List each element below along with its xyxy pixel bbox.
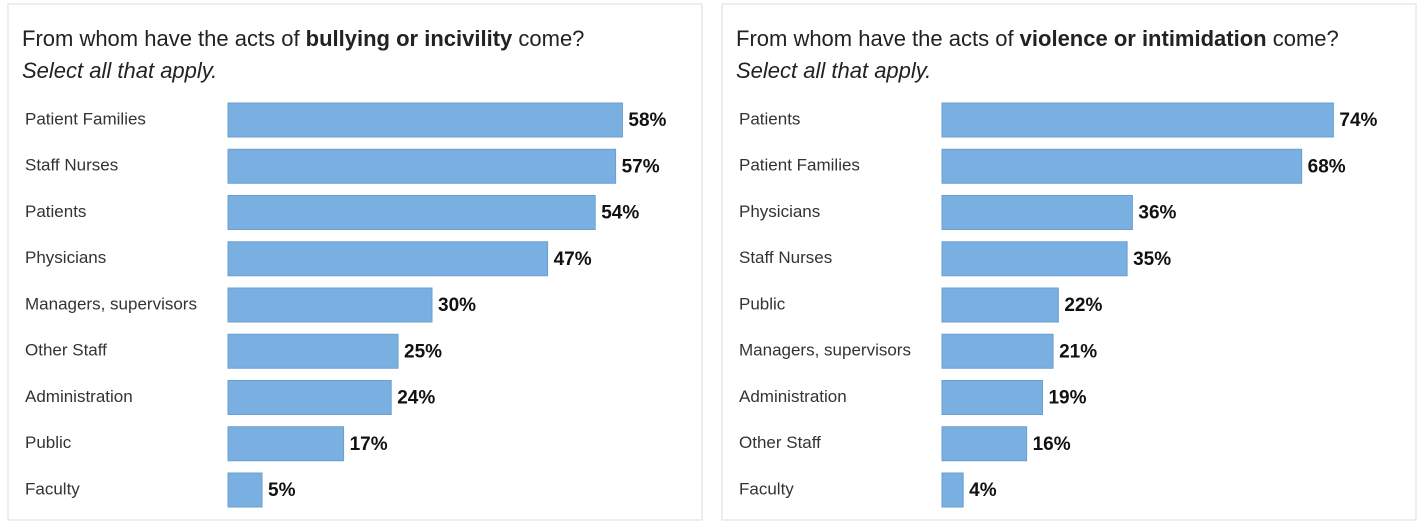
bar (227, 195, 596, 230)
bar (227, 472, 263, 508)
category-label: Patients (25, 202, 86, 221)
value-label: 16% (1033, 434, 1071, 455)
value-label: 19% (1048, 388, 1086, 409)
subtitle-text: Select all that apply. (22, 58, 217, 83)
bar (941, 380, 1043, 415)
bar (941, 333, 1054, 369)
bar (227, 333, 399, 369)
category-label: Patient Families (25, 109, 146, 128)
category-label: Patient Families (739, 156, 860, 175)
subtitle-text: Select all that apply. (736, 58, 931, 83)
chart-subtitle: Select all that apply. (736, 58, 931, 83)
bar (941, 102, 1334, 138)
value-label: 57% (622, 156, 660, 177)
bar (941, 472, 964, 508)
value-label: 4% (969, 480, 997, 501)
bar (941, 148, 1303, 184)
category-label: Faculty (739, 479, 794, 498)
category-label: Administration (739, 387, 847, 406)
bar (941, 241, 1128, 277)
title-part: bullying or incivility (306, 26, 513, 51)
bar (941, 195, 1133, 230)
bar (227, 287, 433, 323)
chart-title: From whom have the acts of bullying or i… (22, 26, 584, 51)
value-label: 74% (1339, 110, 1377, 131)
category-label: Administration (25, 387, 133, 406)
category-label: Public (25, 433, 72, 452)
title-part: From whom have the acts of (22, 26, 306, 51)
chart-subtitle: Select all that apply. (22, 58, 217, 83)
value-label: 5% (268, 480, 296, 501)
category-label: Managers, supervisors (25, 294, 197, 313)
value-label: 17% (350, 434, 388, 455)
value-label: 68% (1308, 156, 1346, 177)
value-label: 47% (554, 249, 592, 270)
bar (941, 426, 1028, 462)
value-label: 58% (628, 110, 666, 131)
value-label: 22% (1064, 295, 1102, 316)
value-label: 54% (601, 203, 639, 224)
category-label: Other Staff (739, 433, 821, 452)
value-label: 24% (397, 388, 435, 409)
bar (227, 380, 392, 415)
category-label: Staff Nurses (25, 156, 118, 175)
category-label: Managers, supervisors (739, 341, 911, 360)
title-part: violence or intimidation (1020, 26, 1267, 51)
title-part: come? (1267, 26, 1339, 51)
category-label: Physicians (25, 248, 106, 267)
category-label: Public (739, 294, 786, 313)
title-part: From whom have the acts of (736, 26, 1020, 51)
bar (227, 102, 623, 138)
title-part: come? (512, 26, 584, 51)
category-label: Physicians (739, 202, 820, 221)
chart-title: From whom have the acts of violence or i… (736, 26, 1339, 51)
category-label: Other Staff (25, 341, 107, 360)
category-label: Patients (739, 109, 800, 128)
value-label: 36% (1138, 203, 1176, 224)
value-label: 35% (1133, 249, 1171, 270)
bar (941, 287, 1059, 323)
bar (227, 426, 345, 462)
bar (227, 241, 549, 277)
value-label: 21% (1059, 341, 1097, 362)
category-label: Staff Nurses (739, 248, 832, 267)
category-label: Faculty (25, 479, 80, 498)
value-label: 30% (438, 295, 476, 316)
value-label: 25% (404, 341, 442, 362)
bar (227, 148, 617, 184)
